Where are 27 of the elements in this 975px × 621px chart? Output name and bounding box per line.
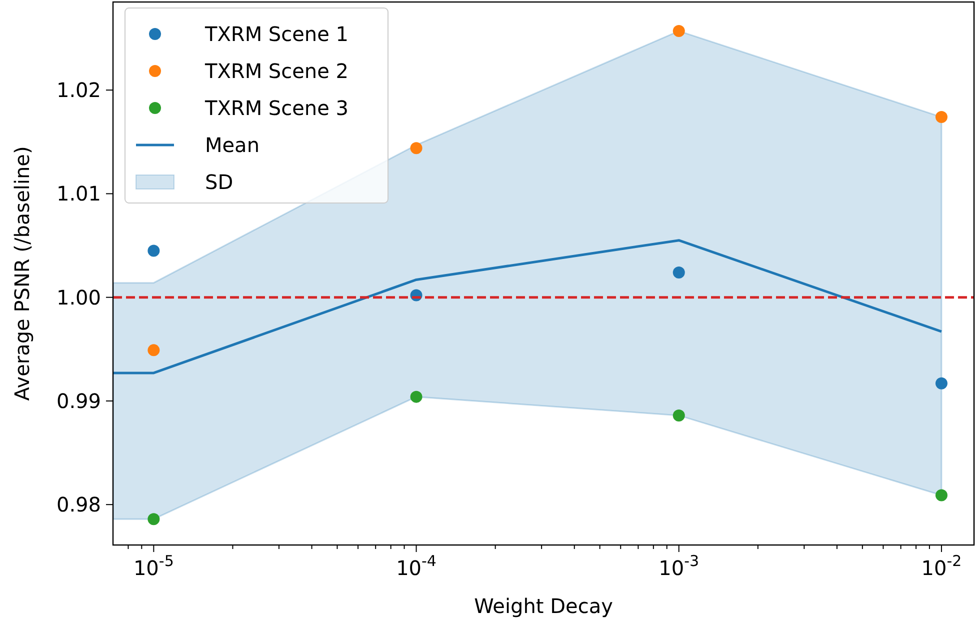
legend-label: TXRM Scene 1 <box>204 22 348 46</box>
legend-label: TXRM Scene 3 <box>204 96 348 120</box>
point <box>148 244 160 257</box>
point <box>935 377 948 390</box>
point <box>935 489 948 502</box>
point <box>148 344 160 356</box>
x-axis-title: Weight Decay <box>474 594 614 618</box>
point <box>410 142 422 154</box>
point <box>672 409 685 422</box>
point <box>672 25 685 38</box>
point <box>148 513 160 526</box>
y-tick-label: 0.99 <box>56 388 101 413</box>
y-tick-label: 1.00 <box>56 285 101 310</box>
y-tick-label: 1.02 <box>56 78 101 102</box>
point <box>672 266 685 278</box>
legend-label: TXRM Scene 2 <box>204 59 348 83</box>
point <box>935 111 948 124</box>
annotation: SD <box>205 170 234 194</box>
legend-label: Mean <box>205 133 260 157</box>
point <box>410 390 422 403</box>
y-axis-title: Average PSNR (/baseline) <box>10 146 34 401</box>
x-tick-label: 10$^{-5}$ <box>133 552 174 580</box>
y-tick-label: 0.98 <box>56 492 101 517</box>
x-tick-label: 10$^{-3}$ <box>658 552 700 580</box>
x-tick-label: 10$^{-2}$ <box>921 552 962 580</box>
x-tick-label: 10$^{-4}$ <box>396 552 436 580</box>
y-tick-label: 1.01 <box>56 182 101 206</box>
